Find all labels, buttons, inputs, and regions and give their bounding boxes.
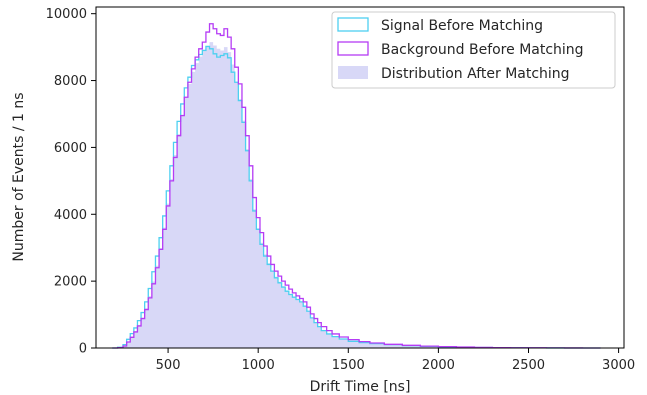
legend-swatch-background [337, 41, 369, 56]
y-tick-label: 10000 [46, 7, 87, 22]
y-tick-label: 4000 [54, 208, 87, 223]
y-tick-label: 0 [79, 342, 87, 357]
legend-label-background: Background Before Matching [381, 42, 584, 58]
plot-frame [95, 6, 625, 349]
x-axis: 500 1000 1500 2000 2500 3000 [156, 348, 635, 373]
y-axis-label: Number of Events / 1 ns [11, 92, 27, 261]
y-tick-label: 6000 [54, 141, 87, 156]
x-tick-label: 1500 [332, 358, 365, 373]
legend: Signal Before Matching Background Before… [331, 11, 616, 89]
x-axis-label: Drift Time [ns] [310, 379, 411, 395]
series-background-step [112, 23, 601, 349]
legend-swatch-after [338, 66, 368, 79]
plot-area [112, 23, 601, 349]
y-tick-label: 8000 [54, 74, 87, 89]
legend-label-signal: Signal Before Matching [381, 18, 543, 34]
x-tick-label: 500 [156, 358, 181, 373]
x-tick-label: 2000 [422, 358, 455, 373]
x-tick-label: 2500 [512, 358, 545, 373]
y-axis: 0 2000 4000 6000 8000 10000 [46, 7, 96, 357]
x-tick-label: 1000 [242, 358, 275, 373]
series-after-matching-fill [112, 42, 601, 348]
legend-box [331, 11, 616, 89]
y-tick-label: 2000 [54, 275, 87, 290]
x-tick-label: 3000 [602, 358, 635, 373]
legend-label-after: Distribution After Matching [381, 66, 570, 82]
legend-swatch-signal [337, 17, 369, 32]
